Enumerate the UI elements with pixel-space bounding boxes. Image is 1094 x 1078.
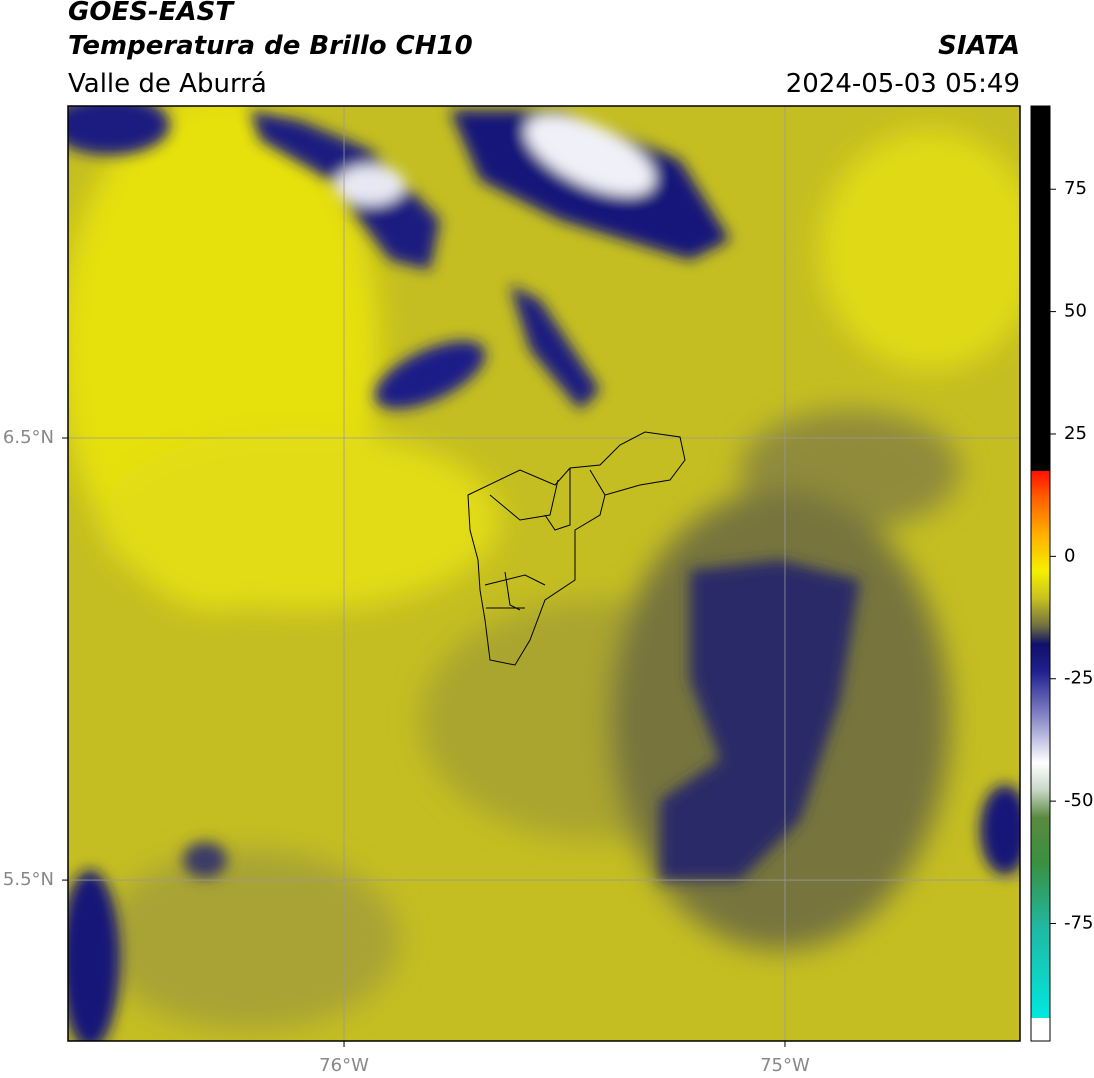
colorbar-tick-label: 75	[1064, 178, 1087, 199]
colorbar	[1031, 106, 1050, 1018]
source: SIATA	[938, 31, 1020, 61]
region-boundary	[467, 431, 686, 666]
lon-label: 76°W	[319, 1055, 369, 1076]
lat-label: 5.5°N	[3, 869, 54, 890]
satellite-field	[68, 106, 1020, 1041]
subtitle: Temperatura de Brillo CH10	[68, 31, 473, 61]
colorbar-extension	[1031, 1018, 1050, 1041]
colorbar-tick-label: 50	[1064, 301, 1087, 322]
colorbar-tick-label: -75	[1064, 913, 1093, 934]
colorbar-tick-label: -25	[1064, 668, 1093, 689]
colorbar-tick-label: -50	[1064, 790, 1093, 811]
lon-label: 75°W	[760, 1055, 810, 1076]
title: GOES-EAST	[68, 0, 235, 27]
datetime: 2024-05-03 05:49	[786, 69, 1020, 99]
colorbar-tick-label: 25	[1064, 423, 1087, 444]
map-frame	[67, 105, 1021, 1042]
graticule	[62, 106, 1020, 1047]
lat-label: 6.5°N	[3, 427, 54, 448]
colorbar-tick-label: 0	[1064, 545, 1075, 566]
colorbar-frame	[1030, 105, 1051, 1042]
region: Valle de Aburrá	[68, 69, 267, 99]
